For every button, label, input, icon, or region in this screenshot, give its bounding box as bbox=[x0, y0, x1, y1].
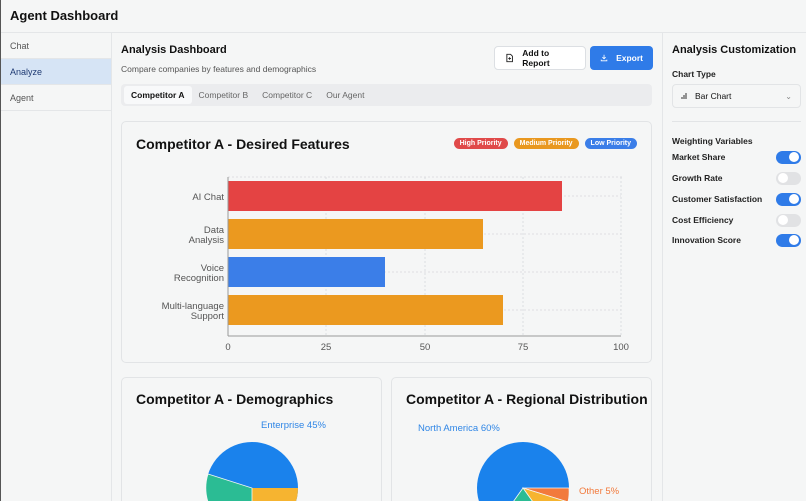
competitor-tabs: Competitor A Competitor B Competitor C O… bbox=[121, 84, 652, 106]
demographics-card: Competitor A - Demographics Enterprise 4… bbox=[121, 377, 382, 501]
chart-type-label: Chart Type bbox=[672, 69, 716, 79]
variable-innovation-score: Innovation Score bbox=[672, 232, 801, 248]
sidebar-item-analyze[interactable]: Analyze bbox=[1, 59, 111, 85]
tab-competitor-c[interactable]: Competitor C bbox=[262, 90, 313, 100]
customization-title: Analysis Customization bbox=[672, 44, 797, 56]
priority-legend: High Priority Medium Priority Low Priori… bbox=[453, 138, 637, 149]
chart-type-value: Bar Chart bbox=[695, 91, 732, 101]
variable-label: Market Share bbox=[672, 152, 726, 162]
variable-label: Customer Satisfaction bbox=[672, 194, 763, 204]
regional-card-title: Competitor A - Regional Distribution bbox=[406, 391, 648, 407]
enterprise-label: Enterprise 45% bbox=[261, 420, 326, 431]
customer-satisfaction-toggle[interactable] bbox=[776, 192, 801, 206]
svg-text:50: 50 bbox=[420, 342, 431, 353]
svg-text:AI Chat: AI Chat bbox=[192, 192, 224, 203]
svg-text:Voice: Voice bbox=[201, 263, 224, 274]
chevron-down-icon: ⌄ bbox=[785, 91, 792, 101]
svg-text:100: 100 bbox=[613, 342, 629, 353]
demographics-pie-chart bbox=[205, 442, 298, 501]
add-to-report-label: Add to Report bbox=[522, 48, 550, 68]
bar-chart-icon bbox=[681, 93, 687, 99]
divider bbox=[672, 121, 801, 122]
export-button[interactable]: Export bbox=[590, 46, 653, 70]
badge-medium-priority: Medium Priority bbox=[513, 138, 579, 149]
sidebar-item-chat[interactable]: Chat bbox=[1, 33, 111, 59]
svg-text:75: 75 bbox=[518, 342, 529, 353]
features-card-title: Competitor A - Desired Features bbox=[136, 136, 350, 152]
svg-text:0: 0 bbox=[225, 342, 230, 353]
file-plus-icon bbox=[506, 53, 513, 63]
variable-growth-rate: Growth Rate bbox=[672, 170, 801, 186]
app-title: Agent Dashboard bbox=[10, 8, 119, 23]
variable-label: Growth Rate bbox=[672, 173, 723, 183]
variable-customer-satisfaction: Customer Satisfaction bbox=[672, 191, 801, 207]
badge-low-priority: Low Priority bbox=[584, 138, 637, 149]
growth-rate-toggle[interactable] bbox=[776, 171, 801, 185]
demographics-card-title: Competitor A - Demographics bbox=[136, 391, 334, 407]
tab-competitor-b[interactable]: Competitor B bbox=[198, 90, 249, 100]
svg-text:Analysis: Analysis bbox=[189, 235, 225, 246]
market-share-toggle[interactable] bbox=[776, 150, 801, 164]
sidebar-item-agent[interactable]: Agent bbox=[1, 85, 111, 111]
regional-card: Competitor A - Regional Distribution Nor… bbox=[391, 377, 652, 501]
customization-panel: Analysis Customization Chart Type Bar Ch… bbox=[662, 33, 806, 501]
cost-efficiency-toggle[interactable] bbox=[776, 213, 801, 227]
chart-type-select[interactable]: Bar Chart ⌄ bbox=[672, 84, 801, 108]
main-content: Analysis Dashboard Compare companies by … bbox=[112, 33, 662, 501]
variable-market-share: Market Share bbox=[672, 149, 801, 165]
svg-text:Support: Support bbox=[191, 311, 225, 322]
variable-label: Innovation Score bbox=[672, 235, 741, 245]
north-america-label: North America 60% bbox=[418, 423, 500, 434]
variable-label: Cost Efficiency bbox=[672, 215, 734, 225]
svg-text:Multi-language: Multi-language bbox=[162, 301, 224, 312]
innovation-score-toggle[interactable] bbox=[776, 233, 801, 247]
weighting-variables-label: Weighting Variables bbox=[672, 136, 753, 146]
svg-text:25: 25 bbox=[321, 342, 332, 353]
sidebar: Chat Analyze Agent bbox=[1, 33, 112, 501]
download-icon bbox=[600, 54, 608, 62]
badge-high-priority: High Priority bbox=[453, 138, 508, 149]
top-bar: Agent Dashboard bbox=[1, 0, 806, 33]
add-to-report-button[interactable]: Add to Report bbox=[494, 46, 586, 70]
other-label: Other 5% bbox=[579, 486, 620, 497]
variable-cost-efficiency: Cost Efficiency bbox=[672, 212, 801, 228]
page-title: Analysis Dashboard bbox=[121, 44, 227, 56]
features-card: Competitor A - Desired Features High Pri… bbox=[121, 121, 652, 363]
page-subtitle: Compare companies by features and demogr… bbox=[121, 64, 317, 74]
tab-competitor-a[interactable]: Competitor A bbox=[124, 86, 192, 104]
regional-pie-chart bbox=[477, 442, 570, 501]
svg-text:Recognition: Recognition bbox=[174, 273, 224, 284]
tab-our-agent[interactable]: Our Agent bbox=[326, 90, 365, 100]
svg-text:Data: Data bbox=[204, 225, 225, 236]
export-label: Export bbox=[616, 53, 643, 63]
